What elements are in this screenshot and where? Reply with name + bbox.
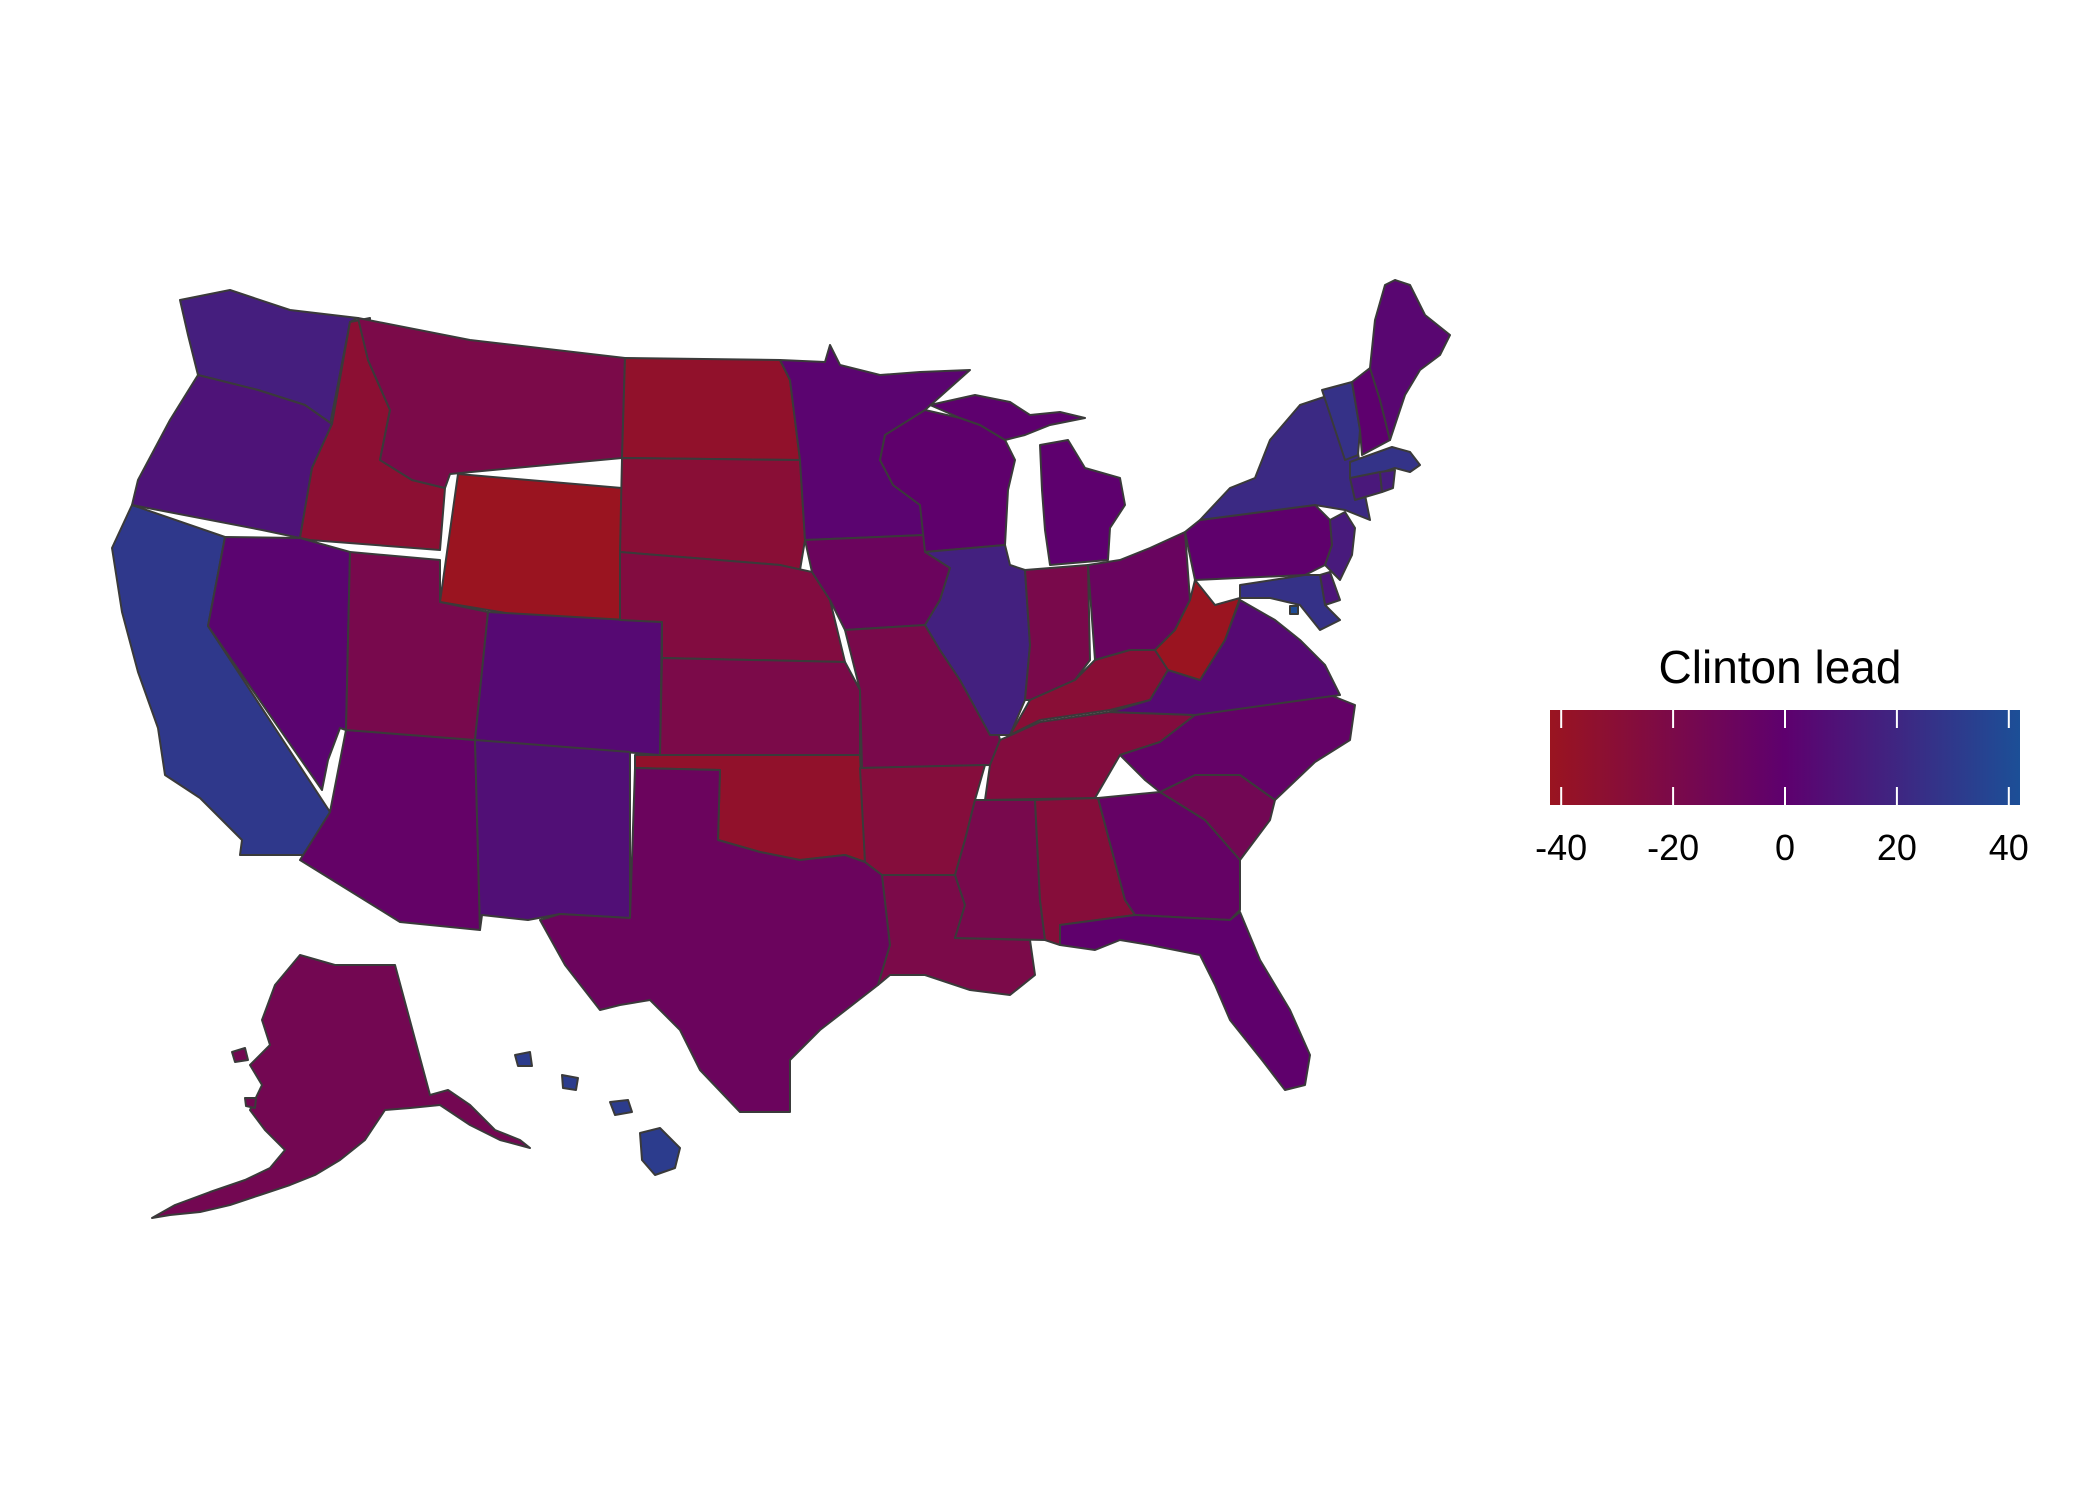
- legend-tick-label: 20: [1877, 827, 1917, 868]
- state-vt: [1321, 381, 1361, 461]
- state-sd: [619, 457, 806, 571]
- state-ak-island-1: [231, 1047, 249, 1063]
- state-fl: [1059, 911, 1311, 1091]
- state-nj: [1324, 511, 1356, 581]
- state-nd: [621, 357, 801, 461]
- state-mi-lower: [1039, 439, 1126, 566]
- state-tx: [539, 767, 891, 1113]
- legend-tick-label: 0: [1775, 827, 1795, 868]
- state-ak-island-2: [244, 1097, 257, 1109]
- state-wv: [1154, 579, 1241, 681]
- state-ri: [1379, 469, 1396, 493]
- legend: Clinton lead -40 -20 0 20 40: [1500, 640, 2060, 870]
- state-il: [924, 544, 1031, 736]
- state-me: [1369, 279, 1451, 441]
- state-hi-maui: [609, 1099, 633, 1116]
- state-mt: [357, 317, 626, 489]
- state-hi: [639, 1127, 681, 1176]
- state-nv: [207, 536, 351, 791]
- legend-tick-label: 40: [1989, 827, 2029, 868]
- legend-tick-label: -40: [1535, 827, 1587, 868]
- state-ct: [1349, 471, 1383, 501]
- legend-tick-label: -20: [1647, 827, 1699, 868]
- legend-title: Clinton lead: [1658, 641, 1902, 693]
- legend-colorbar: -40 -20 0 20 40: [1535, 710, 2029, 868]
- state-hi-kauai: [514, 1051, 533, 1067]
- state-md: [1239, 574, 1341, 631]
- state-mi-upper: [929, 394, 1086, 441]
- state-dc: [1289, 605, 1299, 615]
- state-co: [474, 611, 663, 756]
- state-ak: [151, 954, 531, 1219]
- state-ks: [659, 657, 861, 756]
- state-hi-oahu: [561, 1074, 579, 1091]
- state-nm: [474, 739, 631, 931]
